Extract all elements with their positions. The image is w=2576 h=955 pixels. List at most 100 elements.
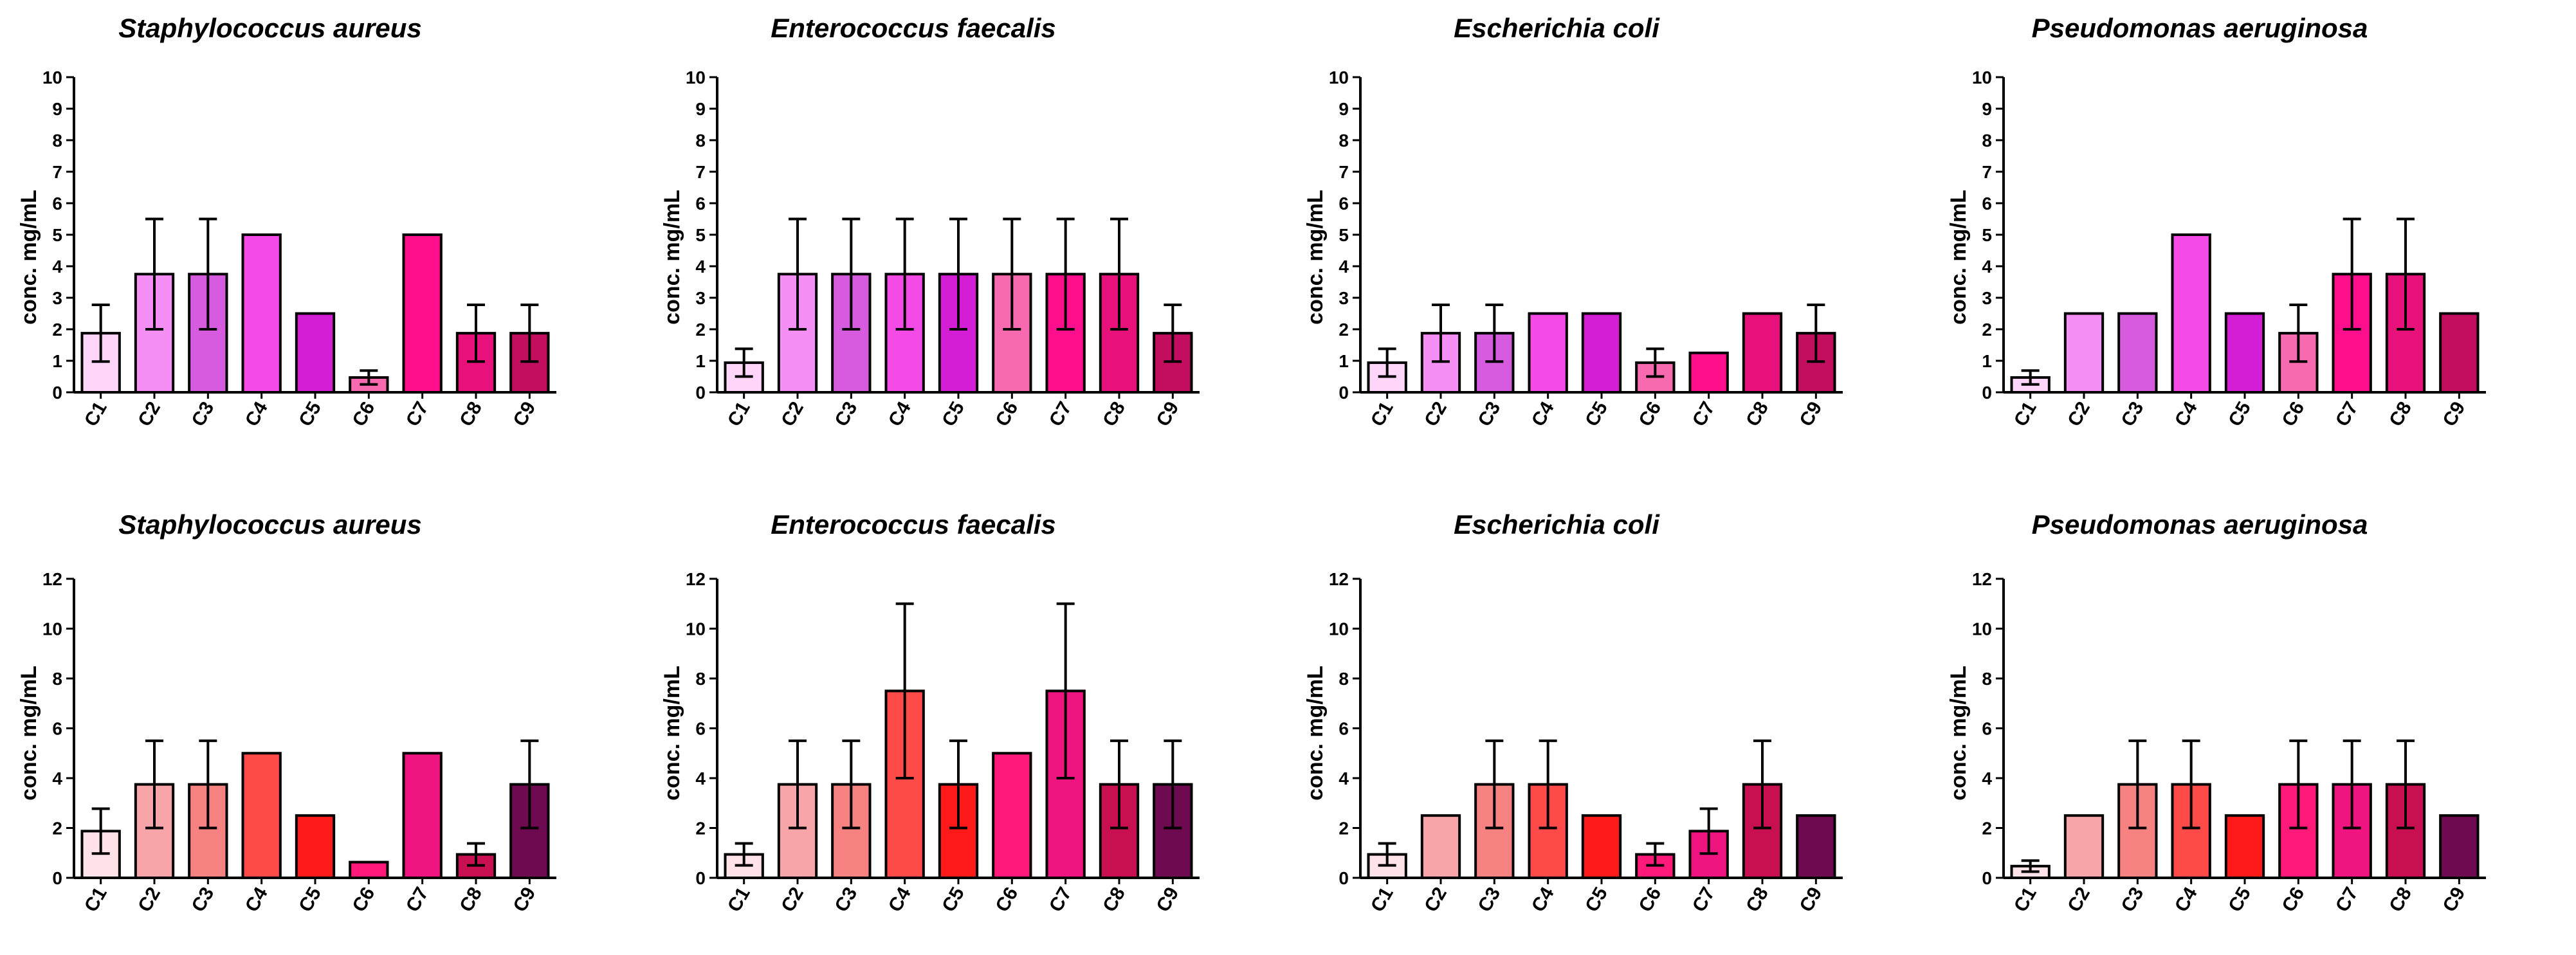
y-tick-label: 4 [1338,769,1349,788]
y-tick-label: 8 [1982,131,1992,150]
x-tick-label-C6: C6 [992,884,1023,916]
plot-area: 0 2 4 6 8 10 12 C1 C2 C3 C4 C5 C6 C7 C8 C9 [42,569,556,916]
bar-C4 [2171,233,2211,394]
bar-C6 [349,860,389,880]
bar-C7 [402,752,443,879]
y-tick-label: 4 [1338,257,1349,277]
x-tick-label-C1: C1 [724,398,754,430]
x-tick-label-C5: C5 [295,884,325,916]
chart-title: Pseudomonas aeruginosa [2032,509,2368,540]
x-tick-label-C3: C3 [831,884,862,916]
bar-C4 [241,752,282,879]
x-tick-label-C8: C8 [455,398,486,430]
y-axis-label: conc. mg/mL [1303,666,1328,801]
y-tick-label: 12 [1329,569,1349,589]
y-tick-label: 10 [1972,68,1992,87]
y-tick-label: 8 [695,669,706,689]
bar-C2 [134,273,175,394]
y-tick-label: 6 [1982,194,1992,214]
y-tick-label: 2 [52,819,62,839]
x-tick-label-C7: C7 [402,398,433,430]
chart-1-svg: Staphylococcus aureus conc. mg/mL 0 1 2 3 4 5… [17,13,556,430]
chart-title: Enterococcus faecalis [771,13,1056,43]
y-axis-label: conc. mg/mL [1946,666,1971,801]
x-tick-label-C3: C3 [1474,884,1505,916]
x-tick-label-C3: C3 [188,398,219,430]
chart-panel-4: Pseudomonas aeruginosa conc. mg/mL 0 1 2 3 4… [1930,0,2573,476]
x-tick-label-C5: C5 [2224,884,2255,916]
bar-C7 [1688,351,1729,394]
x-tick-label-C7: C7 [1688,884,1719,916]
y-tick-label: 7 [52,162,62,182]
x-tick-label-C4: C4 [2171,398,2202,430]
y-tick-label: 1 [1982,351,1992,371]
y-tick-label: 10 [42,619,62,639]
x-tick-label-C2: C2 [777,884,808,916]
x-tick-label-C6: C6 [349,884,379,916]
x-tick-label-C6: C6 [2278,884,2309,916]
y-tick-label: 8 [1338,669,1349,689]
chart-panel-7: Escherichia coli conc. mg/mL 0 2 4 6 8 10 12 C1… [1286,476,1930,952]
y-tick-label: 2 [52,320,62,340]
chart-8-svg: Pseudomonas aeruginosa conc. mg/mL 0 2 4 6 8… [1946,509,2486,916]
y-tick-label: 6 [1338,194,1349,214]
y-tick-label: 12 [42,569,62,589]
chart-3-svg: Escherichia coli conc. mg/mL 0 1 2 3 4 5 6 7 8 9 1… [1303,13,1843,430]
x-tick-label-C4: C4 [1528,398,1558,430]
chart-panel-8: Pseudomonas aeruginosa conc. mg/mL 0 2 4 6 8… [1930,476,2573,952]
bar-C9 [1796,814,1836,879]
y-tick-label: 4 [52,257,62,277]
x-tick-label-C7: C7 [2332,884,2362,916]
x-tick-label-C9: C9 [1796,884,1827,916]
y-tick-label: 3 [52,288,62,308]
x-tick-label-C7: C7 [1045,884,1076,916]
y-tick-label: 4 [1982,769,1992,788]
chart-title: Escherichia coli [1454,509,1660,540]
chart-title: Staphylococcus aureus [118,509,422,540]
bar-C5 [2224,312,2265,394]
y-tick-label: 2 [1338,320,1349,340]
bar-C8 [2385,783,2426,879]
y-tick-label: 7 [1338,162,1349,182]
x-tick-label-C1: C1 [724,884,754,916]
x-tick-label-C2: C2 [2063,398,2094,430]
x-tick-label-C6: C6 [349,398,379,430]
x-tick-label-C8: C8 [455,884,486,916]
y-tick-label: 10 [686,619,706,639]
x-tick-label-C1: C1 [2010,398,2041,430]
plot-area: 0 2 4 6 8 10 12 C1 C2 C3 C4 C5 C6 C7 C8 C9 [1329,569,1843,916]
y-tick-label: 4 [52,769,62,788]
y-tick-label: 7 [1982,162,1992,182]
y-tick-label: 1 [695,351,706,371]
y-tick-label: 5 [1982,225,1992,245]
plot-area: 0 2 4 6 8 10 12 C1 C2 C3 C4 C5 C6 C7 C8 C9 [686,569,1200,916]
chart-panel-5: Staphylococcus aureus conc. mg/mL 0 2 4 6 8 1… [0,476,643,952]
y-tick-label: 1 [1338,351,1349,371]
chart-5-svg: Staphylococcus aureus conc. mg/mL 0 2 4 6 8 1… [17,509,556,916]
bar-C5 [1581,312,1622,394]
y-axis-label: conc. mg/mL [660,666,684,801]
x-tick-label-C7: C7 [1045,398,1076,430]
chart-7-svg: Escherichia coli conc. mg/mL 0 2 4 6 8 10 12 C1… [1303,509,1843,916]
x-tick-label-C2: C2 [1420,398,1451,430]
x-tick-label-C1: C1 [1367,398,1398,430]
y-tick-label: 6 [52,194,62,214]
bar-C5 [1581,814,1622,879]
x-tick-label-C7: C7 [2332,398,2362,430]
y-tick-label: 0 [1982,868,1992,888]
x-tick-label-C2: C2 [134,884,165,916]
chart-panel-6: Enterococcus faecalis conc. mg/mL 0 2 4 6 8 1… [643,476,1286,952]
y-tick-label: 0 [1982,383,1992,403]
chart-title: Escherichia coli [1454,13,1660,43]
x-tick-label-C4: C4 [1528,884,1558,916]
bar-C5 [2224,814,2265,879]
x-tick-label-C6: C6 [1635,398,1666,430]
y-tick-label: 0 [695,383,706,403]
x-tick-label-C1: C1 [1367,884,1398,916]
y-axis-label: conc. mg/mL [17,190,41,325]
plot-area: 0 1 2 3 4 5 6 7 8 9 10 C1 C2 C3 C4 C5 C6 C7 C8 C9 [686,68,1200,430]
y-tick-label: 3 [1982,288,1992,308]
x-tick-label-C5: C5 [1581,884,1612,916]
y-tick-label: 5 [52,225,62,245]
x-tick-label-C4: C4 [884,884,915,916]
